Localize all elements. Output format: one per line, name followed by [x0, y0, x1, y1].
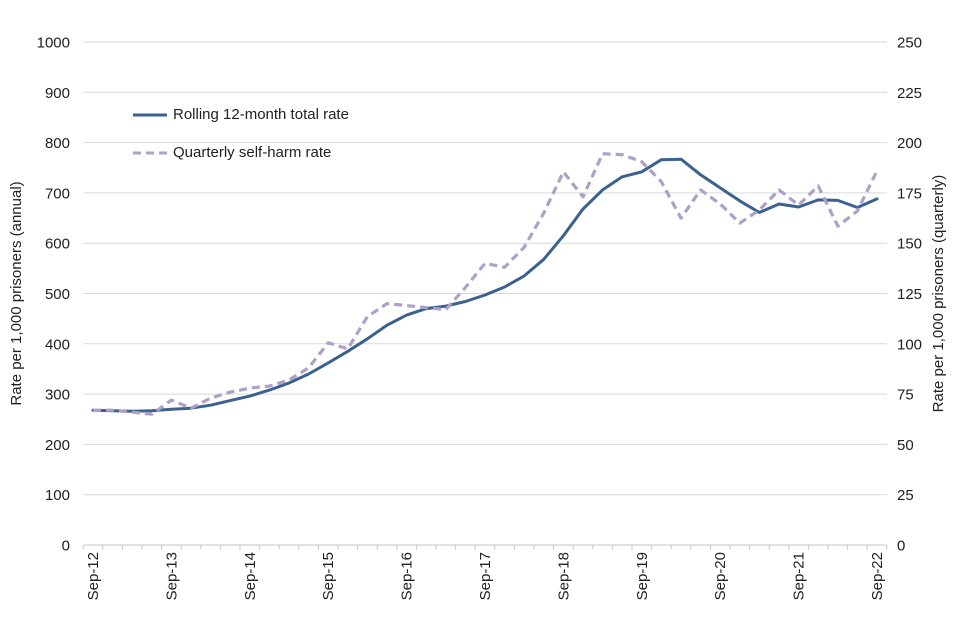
- y-axis-tick-label-right: 50: [897, 437, 914, 454]
- dashed-line-swatch: [133, 151, 167, 154]
- y-axis-tick-label-left: 0: [62, 538, 70, 555]
- legend-label-quarterly-rate: Quarterly self-harm rate: [173, 144, 332, 161]
- x-axis-tick-label: Sep-17: [477, 552, 494, 600]
- x-axis-tick-label: Sep-18: [555, 552, 572, 600]
- y-axis-tick-label-right: 225: [897, 85, 922, 102]
- left-axis-title: Rate per 1,000 prisoners (annual): [8, 181, 25, 405]
- y-axis-tick-label-left: 600: [45, 236, 70, 253]
- series-line-rolling-12-month: [91, 157, 879, 413]
- y-axis-tick-label-left: 400: [45, 336, 70, 353]
- y-axis-tick-label-right: 125: [897, 286, 922, 303]
- x-axis-tick-label: Sep-16: [399, 552, 416, 600]
- x-axis-tick-label: Sep-13: [163, 552, 180, 600]
- right-axis-title: Rate per 1,000 prisoners (quarterly): [930, 175, 947, 413]
- y-axis-tick-label-left: 800: [45, 135, 70, 152]
- y-axis-tick-label-left: 200: [45, 437, 70, 454]
- y-axis-tick-label-right: 25: [897, 487, 914, 504]
- y-axis-tick-label-right: 75: [897, 387, 914, 404]
- y-axis-tick-label-right: 200: [897, 135, 922, 152]
- x-axis-tick-label: Sep-14: [242, 552, 259, 600]
- y-axis-tick-label-right: 0: [897, 538, 905, 555]
- legend-label-rolling-rate: Rolling 12-month total rate: [173, 106, 349, 123]
- y-axis-tick-label-left: 700: [45, 185, 70, 202]
- y-axis-tick-label-right: 175: [897, 185, 922, 202]
- legend-item-rolling-rate: Rolling 12-month total rate: [133, 104, 349, 125]
- chart-legend: Rolling 12-month total rate Quarterly se…: [133, 104, 349, 163]
- y-axis-tick-label-left: 500: [45, 286, 70, 303]
- y-axis-tick-label-right: 250: [897, 35, 922, 52]
- x-axis-tick-label: Sep-22: [869, 552, 886, 600]
- solid-line-swatch: [133, 113, 167, 116]
- x-axis-tick-label: Sep-15: [320, 552, 337, 600]
- y-axis-tick-label-left: 300: [45, 387, 70, 404]
- x-axis-tick-label: Sep-12: [85, 552, 102, 600]
- x-axis-tick-label: Sep-19: [634, 552, 651, 600]
- y-axis-tick-label-right: 150: [897, 236, 922, 253]
- y-axis-tick-label-left: 1000: [37, 35, 70, 52]
- legend-item-quarterly-rate: Quarterly self-harm rate: [133, 142, 349, 163]
- x-axis-tick-label: Sep-20: [712, 552, 729, 600]
- y-axis-tick-label-right: 100: [897, 336, 922, 353]
- x-axis-tick-label: Sep-21: [791, 552, 808, 600]
- y-axis-tick-label-left: 900: [45, 85, 70, 102]
- y-axis-tick-label-left: 100: [45, 487, 70, 504]
